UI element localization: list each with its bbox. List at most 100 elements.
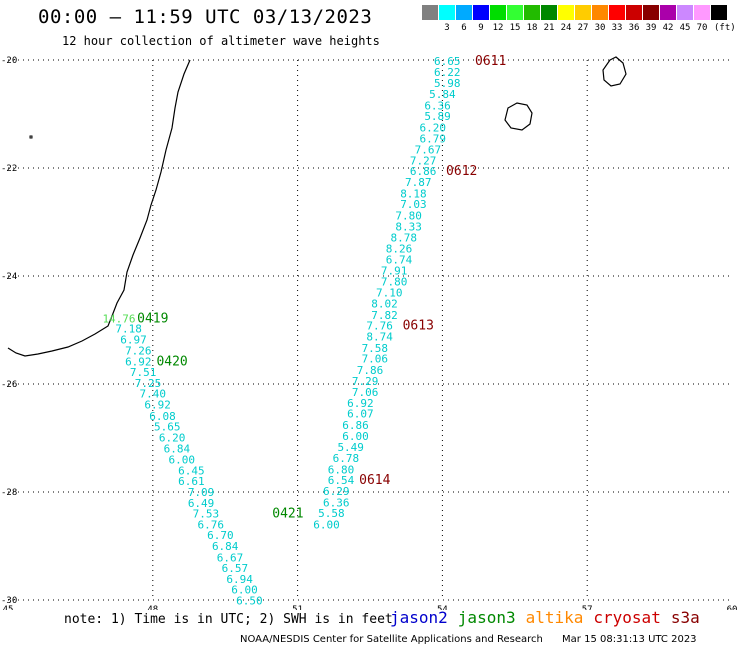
wave-height-value: 6.78 bbox=[333, 452, 360, 465]
satellite-legend: jason2 jason3 altika cryosat s3a bbox=[390, 608, 710, 627]
wave-height-value: 6.92 bbox=[144, 399, 171, 412]
coastlines bbox=[7, 56, 627, 357]
satellite-name-altika: altika bbox=[525, 608, 584, 627]
legend-label: 12 bbox=[492, 23, 504, 33]
pass-time-label: 0613 bbox=[403, 319, 434, 334]
lon-tick-label: 57 bbox=[582, 605, 593, 610]
credit-text: NOAA/NESDIS Center for Satellite Applica… bbox=[240, 634, 543, 645]
wave-height-value: 7.06 bbox=[362, 353, 389, 366]
legend-label: 39 bbox=[645, 23, 657, 33]
wave-height-value: 5.89 bbox=[424, 110, 451, 123]
wave-height-value: 6.45 bbox=[178, 464, 205, 477]
pass-time-label: 0612 bbox=[446, 164, 477, 179]
wave-height-value: 7.80 bbox=[381, 275, 408, 288]
wave-height-value: 6.76 bbox=[197, 518, 224, 531]
wave-height-value: 5.84 bbox=[429, 88, 456, 101]
wave-height-value: 7.86 bbox=[357, 364, 384, 377]
wave-height-value: 7.06 bbox=[352, 386, 379, 399]
legend-label: 36 bbox=[628, 23, 640, 33]
wave-height-value: 7.67 bbox=[415, 144, 442, 157]
legend-label: 3 bbox=[444, 23, 450, 33]
legend-label: 30 bbox=[594, 23, 606, 33]
legend-label: 42 bbox=[662, 23, 674, 33]
wave-height-value: 5.49 bbox=[337, 441, 364, 454]
legend-swatch bbox=[677, 5, 693, 20]
lon-tick-label: 48 bbox=[147, 605, 158, 610]
map-subtitle: 12 hour collection of altimeter wave hei… bbox=[62, 34, 380, 48]
satellite-name-cryosat: cryosat bbox=[593, 608, 661, 627]
map-grid: 45 48 51 54 57 60 -20 -22 -24 -26 -28 -30 bbox=[1, 56, 737, 610]
satellite-name-jason2: jason2 bbox=[390, 608, 448, 627]
lat-tick-label: -26 bbox=[1, 380, 17, 390]
pass-time-label: 0611 bbox=[475, 54, 506, 69]
wave-height-value: 7.40 bbox=[140, 388, 167, 401]
legend-swatch bbox=[507, 5, 523, 20]
wave-height-value: 6.36 bbox=[424, 99, 451, 112]
wave-height-value: 6.54 bbox=[328, 474, 355, 487]
wave-height-value: 6.80 bbox=[328, 463, 355, 476]
wave-height-value: 7.91 bbox=[381, 265, 408, 278]
lat-tick-label: -24 bbox=[1, 272, 17, 282]
legend-swatch bbox=[439, 5, 455, 20]
wave-height-value: 8.78 bbox=[391, 232, 418, 245]
wave-height-value: 6.84 bbox=[164, 442, 191, 455]
legend-swatch bbox=[558, 5, 574, 20]
legend-label: 18 bbox=[526, 23, 538, 33]
wave-height-value: 5.58 bbox=[318, 507, 345, 520]
wave-height-value: 6.00 bbox=[169, 454, 196, 467]
pass-time-label: 0420 bbox=[156, 354, 187, 369]
wave-height-value: 6.08 bbox=[149, 410, 176, 423]
footnote: note: 1) Time is in UTC; 2) SWH is in fe… bbox=[64, 612, 393, 627]
legend-label: 24 bbox=[560, 23, 572, 33]
wave-height-value: 7.10 bbox=[376, 287, 403, 300]
legend-swatch bbox=[575, 5, 591, 20]
legend-swatch bbox=[660, 5, 676, 20]
lat-tick-label: -20 bbox=[1, 56, 17, 66]
wave-height-value: 8.33 bbox=[395, 220, 422, 233]
wave-height-value: 6.49 bbox=[188, 497, 215, 510]
wave-height-tracks: 14.767.186.977.266.927.517.257.406.926.0… bbox=[102, 54, 506, 607]
lat-tick-label: -22 bbox=[1, 164, 17, 174]
wave-height-value: 6.92 bbox=[125, 355, 152, 368]
wave-height-value: 8.02 bbox=[371, 298, 398, 311]
wave-height-value: 6.86 bbox=[342, 419, 369, 432]
credit-line: NOAA/NESDIS Center for Satellite Applica… bbox=[240, 634, 697, 645]
wave-height-value: 6.22 bbox=[434, 66, 461, 79]
legend-label: 21 bbox=[543, 23, 555, 33]
legend-swatch bbox=[490, 5, 506, 20]
generated-timestamp: Mar 15 08:31:13 UTC 2023 bbox=[562, 634, 697, 645]
wave-height-value: 6.70 bbox=[207, 529, 234, 542]
wave-height-value: 7.03 bbox=[400, 198, 427, 211]
map-title: 00:00 – 11:59 UTC 03/13/2023 bbox=[38, 6, 373, 28]
wave-height-value: 8.26 bbox=[386, 242, 413, 255]
madagascar-coastline bbox=[7, 59, 191, 357]
wave-height-value: 6.20 bbox=[419, 122, 446, 135]
wave-height-value: 6.92 bbox=[347, 397, 374, 410]
legend-label: 6 bbox=[461, 23, 467, 33]
wave-height-value: 6.36 bbox=[323, 496, 350, 509]
wave-height-value: 6.84 bbox=[212, 540, 239, 553]
cryosat-pass: 6.656.225.985.846.365.896.206.797.677.27… bbox=[313, 54, 506, 531]
wave-height-value: 6.65 bbox=[434, 55, 461, 68]
satellite-name-jason3: jason3 bbox=[457, 608, 516, 627]
lat-tick-label: -30 bbox=[1, 596, 17, 606]
wave-height-value: 7.76 bbox=[366, 320, 393, 333]
wave-height-value: 6.07 bbox=[347, 408, 374, 421]
wave-height-value: 7.87 bbox=[405, 176, 432, 189]
wave-height-value: 6.57 bbox=[222, 562, 249, 575]
wave-height-value: 6.61 bbox=[178, 475, 205, 488]
legend-label: 15 bbox=[509, 23, 521, 33]
legend-label: 27 bbox=[577, 23, 589, 33]
wave-height-value: 6.29 bbox=[323, 485, 350, 498]
jason3-pass: 14.767.186.977.266.927.517.257.406.926.0… bbox=[102, 312, 303, 608]
legend-label: 45 bbox=[679, 23, 691, 33]
wave-height-value: 7.26 bbox=[125, 345, 152, 358]
wave-height-value: 7.27 bbox=[410, 154, 437, 167]
legend-swatch bbox=[711, 5, 727, 20]
wave-height-value: 5.98 bbox=[434, 77, 461, 90]
wave-height-value: 7.51 bbox=[130, 366, 157, 379]
reunion-coastline bbox=[504, 102, 533, 131]
wave-height-value: 7.53 bbox=[193, 508, 220, 521]
wave-height-value: 6.00 bbox=[342, 430, 369, 443]
wave-height-value: 7.82 bbox=[371, 309, 398, 322]
